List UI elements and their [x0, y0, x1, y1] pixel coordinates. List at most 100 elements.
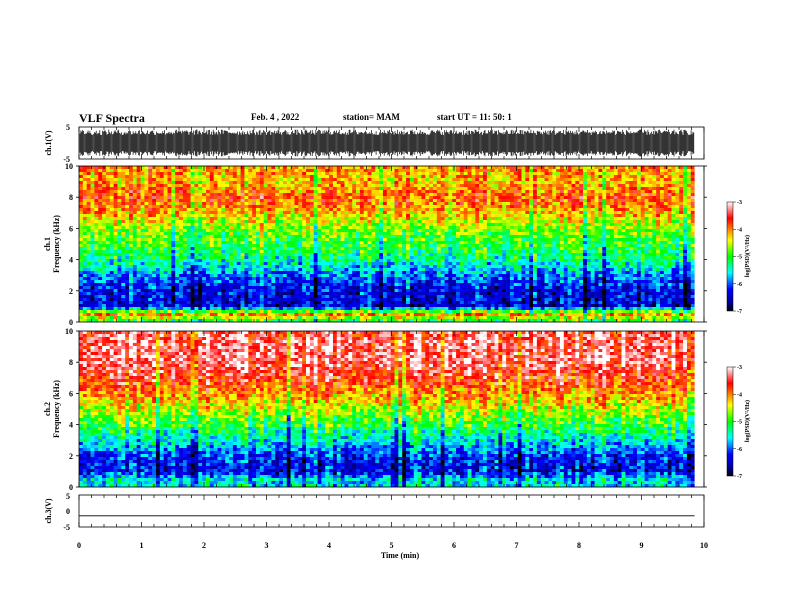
spectrogram-cell: [263, 250, 268, 254]
spectrogram-cell: [663, 202, 668, 206]
spectrogram-cell: [255, 172, 261, 176]
spectrogram-cell: [586, 199, 592, 203]
spectrogram-cell: [583, 211, 588, 215]
spectrogram-cell: [690, 232, 695, 236]
spectrogram-cell: [102, 244, 107, 248]
spectrogram-cell: [132, 229, 138, 233]
spectrogram-cell: [236, 256, 241, 260]
spectrogram-cell: [402, 241, 407, 245]
spectrogram-cell: [513, 250, 518, 254]
spectrogram-cell: [571, 172, 576, 176]
spectrogram-cell: [636, 199, 642, 203]
spectrogram-cell: [633, 220, 638, 224]
spectrogram-cell: [144, 220, 149, 224]
spectrogram-cell: [79, 223, 84, 227]
spectrogram-cell: [525, 253, 530, 257]
spectrogram-cell: [194, 247, 199, 251]
spectrogram-cell: [363, 211, 368, 215]
spectrogram-cell: [452, 253, 457, 257]
spectrogram-cell: [298, 172, 303, 176]
spectrogram-cell: [382, 214, 388, 218]
spectrogram-cell: [286, 205, 291, 209]
spectrogram-cell: [344, 232, 349, 236]
spectrogram-cell: [425, 247, 430, 251]
spectrogram-cell: [325, 235, 330, 239]
spectrogram-cell: [617, 172, 622, 176]
spectrogram-cell: [267, 166, 272, 170]
spectrogram-cell: [236, 199, 241, 203]
spectrogram-cell: [121, 190, 126, 194]
spectrogram-cell: [559, 244, 565, 248]
spectrogram-cell: [294, 238, 299, 242]
spectrogram-cell: [467, 244, 472, 248]
spectrogram-cell: [425, 169, 430, 173]
spectrogram-cell: [136, 169, 141, 173]
spectrogram-cell: [679, 196, 684, 200]
spectrogram-cell: [556, 211, 561, 215]
spectrogram-cell: [598, 208, 603, 212]
spectrogram-cell: [298, 193, 303, 197]
spectrogram-cell: [148, 202, 153, 206]
spectrogram-cell: [205, 172, 211, 176]
spectrogram-cell: [579, 211, 584, 215]
spectrogram-cell: [425, 223, 430, 227]
spectrogram-cell: [171, 253, 176, 257]
spectrogram-cell: [606, 223, 611, 227]
spectrogram-cell: [94, 232, 99, 236]
spectrogram-cell: [240, 175, 245, 179]
spectrogram-cell: [175, 196, 180, 200]
spectrogram-cell: [575, 181, 580, 185]
spectrogram-cell: [432, 238, 438, 242]
spectrogram-cell: [675, 166, 680, 170]
spectrogram-cell: [425, 205, 430, 209]
spectrogram-cell: [609, 235, 615, 239]
spectrogram-cell: [613, 217, 618, 221]
spectrogram-cell: [329, 178, 334, 182]
spectrogram-cell: [571, 220, 576, 224]
spectrogram-cell: [79, 208, 84, 212]
spectrogram-cell: [444, 208, 449, 212]
spectrogram-cell: [406, 223, 411, 227]
spectrogram-cell: [248, 184, 253, 188]
spectrogram-cell: [306, 247, 311, 251]
spectrogram-cell: [663, 205, 668, 209]
spectrogram-cell: [205, 190, 211, 194]
spectrogram-cell: [94, 217, 99, 221]
spectrogram-cell: [432, 232, 438, 236]
spectrogram-cell: [105, 256, 111, 260]
spectrogram-cell: [602, 196, 607, 200]
spectrogram-cell: [248, 181, 253, 185]
spectrogram-cell: [159, 256, 164, 260]
spectrogram-cell: [382, 238, 388, 242]
spectrogram-cell: [390, 241, 395, 245]
spectrogram-cell: [621, 247, 626, 251]
spectrogram-cell: [660, 190, 665, 194]
spectrogram-cell: [583, 172, 588, 176]
spectrogram-cell: [155, 202, 161, 206]
spectrogram-cell: [640, 181, 645, 185]
spectrogram-cell: [671, 223, 676, 227]
spectrogram-cell: [306, 235, 311, 239]
spectrogram-cell: [456, 229, 461, 233]
spectrogram-cell: [267, 253, 272, 257]
spectrogram-cell: [229, 202, 234, 206]
spectrogram-cell: [486, 253, 491, 257]
spectrogram-cell: [359, 187, 365, 191]
spectrogram-cell: [475, 214, 480, 218]
spectrogram-cell: [179, 184, 184, 188]
spectrogram-cell: [663, 166, 668, 170]
spectrogram-cell: [171, 202, 176, 206]
spectrogram-cell: [255, 208, 261, 212]
spectrogram-cell: [598, 256, 603, 260]
spectrogram-cell: [367, 202, 372, 206]
spectrogram-cell: [656, 202, 661, 206]
spectrogram-cell: [440, 241, 445, 245]
spectrogram-cell: [671, 187, 676, 191]
spectrogram-cell: [406, 172, 411, 176]
spectrogram-cell: [259, 169, 264, 173]
spectrogram-cell: [656, 232, 661, 236]
spectrogram-cell: [506, 166, 511, 170]
spectrogram-cell: [525, 187, 530, 191]
spectrogram-cell: [475, 250, 480, 254]
spectrogram-cell: [317, 253, 322, 257]
